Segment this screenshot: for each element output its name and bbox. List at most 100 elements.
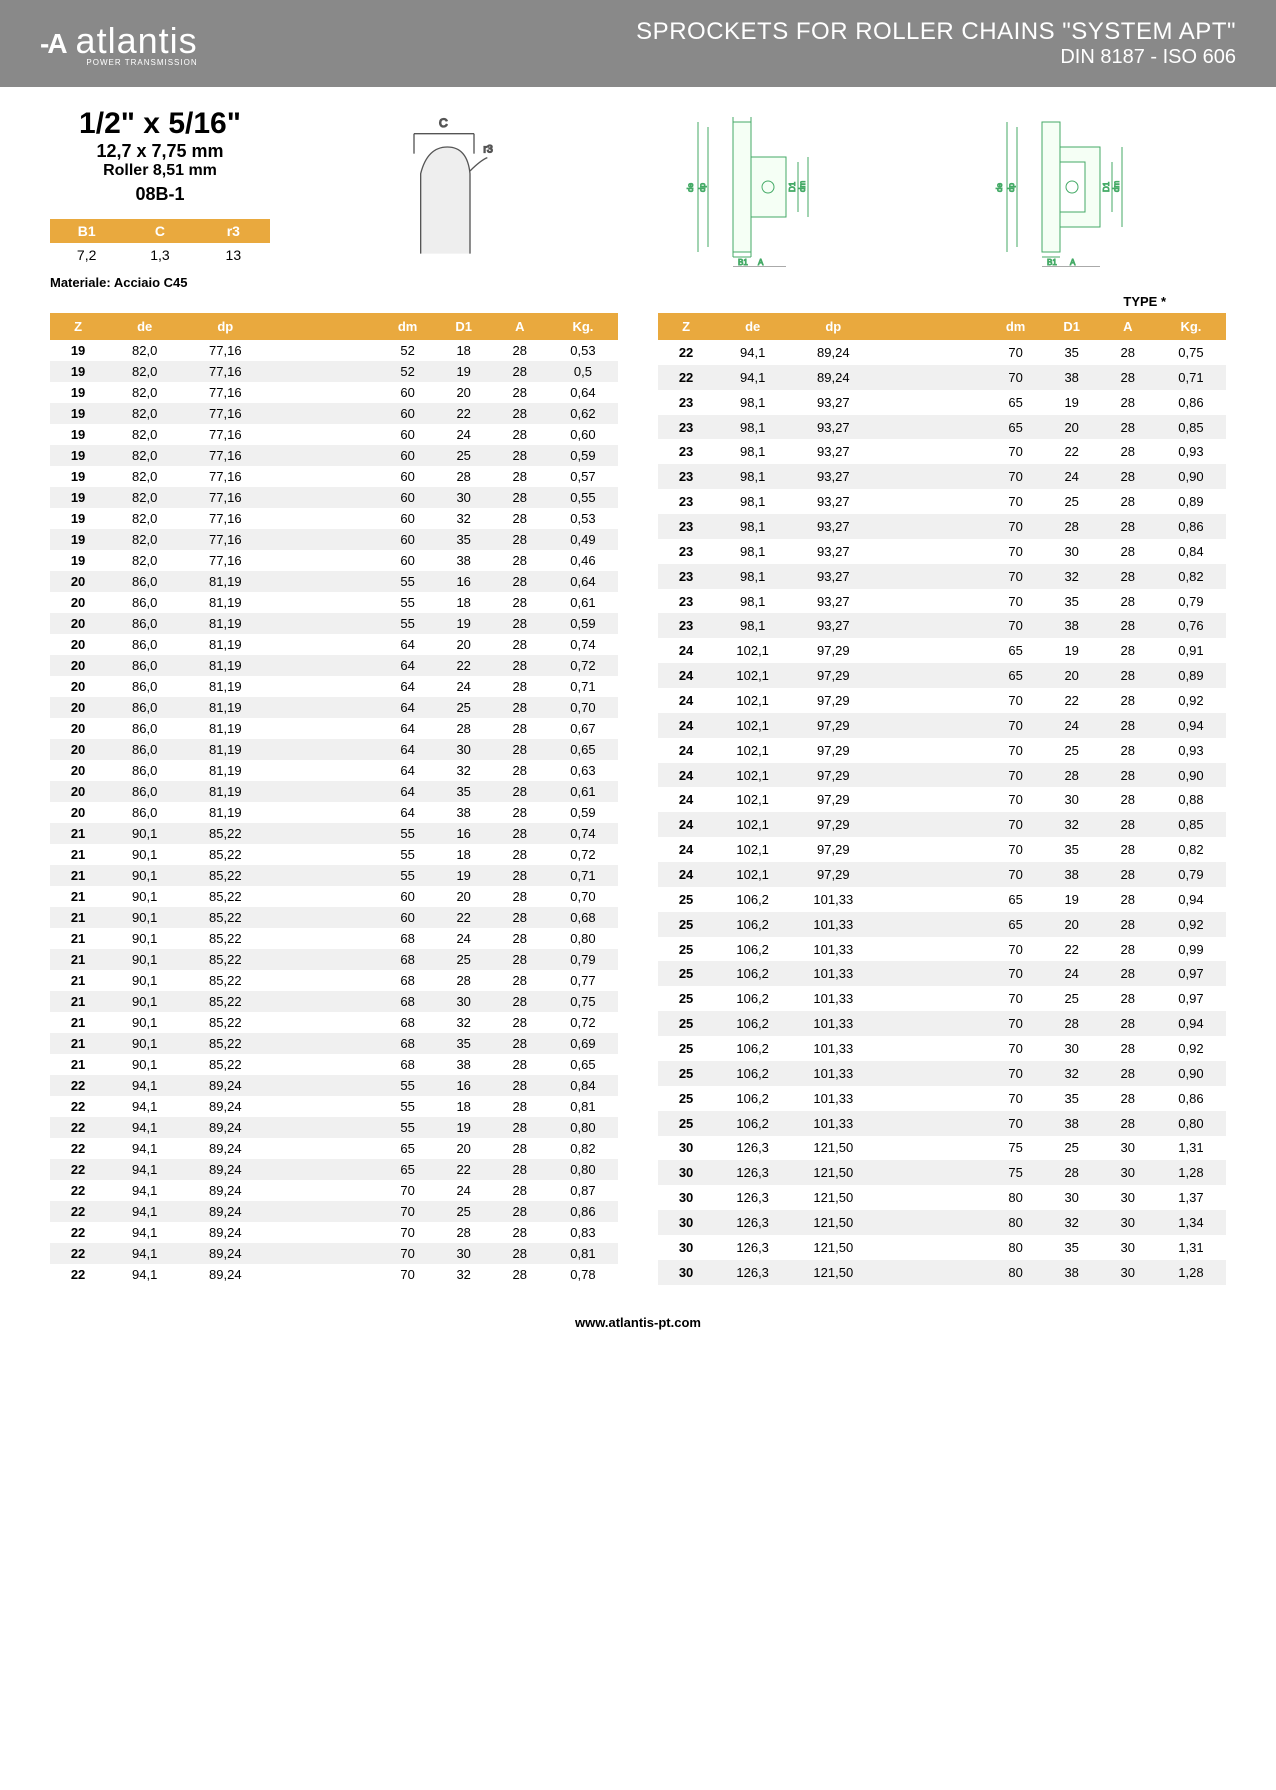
cell: 121,50 [791,1185,875,1210]
cell: 81,19 [183,697,267,718]
logo: -A atlantis POWER TRANSMISSION [40,20,198,67]
cell: 0,59 [548,802,618,823]
cell: 90,1 [106,1012,183,1033]
table-row: 2086,081,195516280,64 [50,571,618,592]
cell: 77,16 [183,382,267,403]
cell-gap [267,949,379,970]
cell-gap [875,489,987,514]
cell: 28 [492,991,548,1012]
cell: 21 [50,1054,106,1075]
cell: 28 [1044,1011,1100,1036]
cell: 60 [380,907,436,928]
cell: 22 [658,365,714,390]
cell: 30 [1100,1185,1156,1210]
svg-text:B1: B1 [1047,258,1057,267]
svg-text:dm: dm [798,181,807,192]
cell: 0,92 [1156,688,1226,713]
cell: 86,0 [106,697,183,718]
cell: 126,3 [714,1160,791,1185]
cell-gap [875,713,987,738]
cell-gap [267,592,379,613]
cell: 93,27 [791,539,875,564]
cell: 102,1 [714,663,791,688]
cell: 77,16 [183,445,267,466]
cell: 1,28 [1156,1260,1226,1285]
cell: 32 [436,760,492,781]
cell: 77,16 [183,361,267,382]
cell: 28 [1100,1086,1156,1111]
cell-gap [267,1201,379,1222]
cell: 55 [380,844,436,865]
cell: 82,0 [106,445,183,466]
cell: 101,33 [791,1111,875,1136]
table-row: 2190,185,225518280,72 [50,844,618,865]
cell: 0,84 [1156,539,1226,564]
cell: 0,63 [548,760,618,781]
cell: 28 [492,823,548,844]
cell: 0,94 [1156,887,1226,912]
cell: 32 [1044,1061,1100,1086]
cell: 89,24 [183,1222,267,1243]
cell: 89,24 [183,1264,267,1285]
cell: 28 [492,1264,548,1285]
cell: 80 [988,1210,1044,1235]
cell: 28 [436,466,492,487]
cell: 70 [380,1243,436,1264]
cell-gap [875,1160,987,1185]
cell: 93,27 [791,415,875,440]
cell: 0,80 [1156,1111,1226,1136]
cell: 35 [436,1033,492,1054]
cell: 98,1 [714,564,791,589]
table-row: 30126,3121,507525301,31 [658,1136,1226,1161]
svg-text:r3: r3 [484,143,494,155]
cell: 0,90 [1156,464,1226,489]
cell: 20 [436,382,492,403]
cell: 77,16 [183,529,267,550]
cell: 65 [380,1159,436,1180]
cell: 70 [988,514,1044,539]
cell: 25 [436,445,492,466]
cell: 70 [988,365,1044,390]
cell: 28 [492,571,548,592]
cell: 28 [1100,862,1156,887]
cell: 101,33 [791,961,875,986]
cell: 30 [1100,1235,1156,1260]
cell-gap [267,1222,379,1243]
cell: 28 [1100,589,1156,614]
svg-text:A: A [1070,258,1076,267]
cell: 97,29 [791,663,875,688]
cell-gap [267,865,379,886]
cell: 24 [658,638,714,663]
cell: 25 [1044,986,1100,1011]
cell-gap [267,340,379,361]
cell: 0,80 [548,1117,618,1138]
cell: 68 [380,928,436,949]
cell: 16 [436,823,492,844]
cell: 32 [1044,1210,1100,1235]
cell: 22 [1044,688,1100,713]
table-row: 25106,2101,337030280,92 [658,1036,1226,1061]
cell: 28 [492,907,548,928]
cell: 68 [380,1012,436,1033]
cell-gap [875,340,987,365]
svg-text:C: C [439,116,448,130]
cell: 0,93 [1156,439,1226,464]
cell: 70 [380,1201,436,1222]
logo-icon: -A [40,28,66,60]
cell: 106,2 [714,961,791,986]
cell: 28 [1100,787,1156,812]
cell: 102,1 [714,688,791,713]
cell: 85,22 [183,907,267,928]
cell: 0,82 [548,1138,618,1159]
cell: 0,61 [548,781,618,802]
cell: 102,1 [714,638,791,663]
cell: 28 [1044,514,1100,539]
cell: 28 [1100,464,1156,489]
cell-gap [267,508,379,529]
cell: 82,0 [106,403,183,424]
cell: 28 [492,844,548,865]
cell: 81,19 [183,571,267,592]
cell: 21 [50,823,106,844]
cell: 0,89 [1156,663,1226,688]
cell: 98,1 [714,613,791,638]
